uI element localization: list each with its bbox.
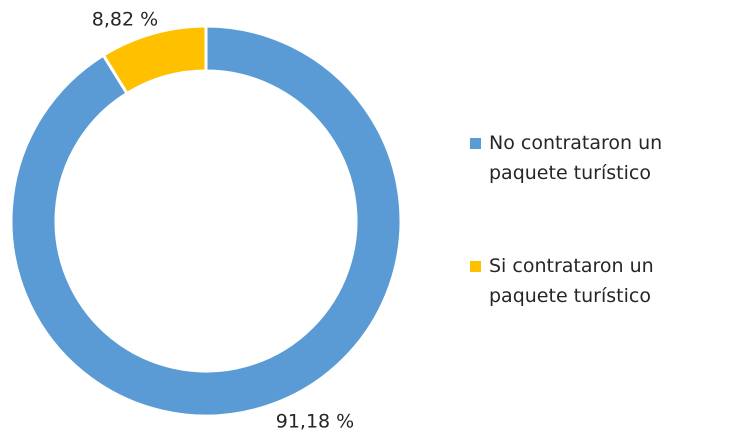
legend-label: No contrataron un paquete turístico (489, 132, 663, 184)
legend-swatch (470, 261, 481, 272)
legend-label: Si contrataron un paquete turístico (489, 255, 654, 307)
donut-segment (9, 24, 403, 418)
donut-segment (101, 24, 208, 96)
legend-item: No contrataron un paquete turístico (470, 128, 730, 188)
data-label: 8,82 % (92, 9, 158, 31)
legend-swatch (470, 138, 481, 149)
legend-item: Si contrataron un paquete turístico (470, 251, 730, 311)
legend: No contrataron un paquete turístico Si co… (470, 128, 730, 374)
data-label: 91,18 % (276, 411, 355, 433)
